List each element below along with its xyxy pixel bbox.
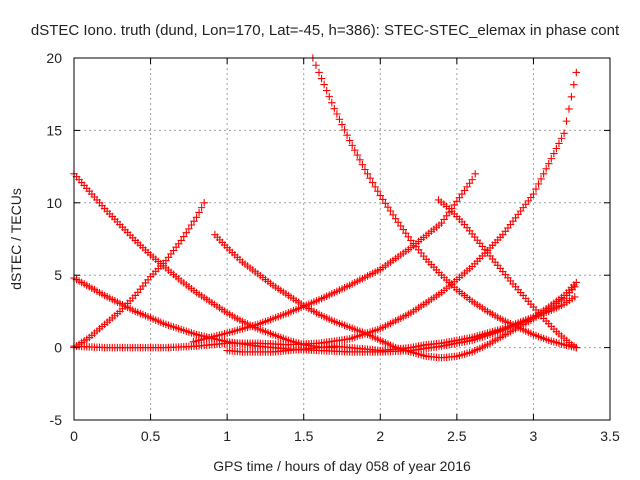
data-point [567, 93, 576, 101]
y-tick-label: 0 [54, 340, 62, 356]
data-point [572, 278, 581, 287]
data-point [534, 180, 543, 188]
x-tick-label: 3.5 [600, 428, 620, 444]
data-point [571, 283, 579, 291]
data-point [343, 131, 351, 139]
data-point [328, 98, 336, 107]
data-point [356, 156, 364, 164]
plot-frame [73, 57, 611, 421]
data-marks [70, 54, 581, 362]
data-point [570, 80, 578, 89]
series-9 [434, 196, 581, 352]
data-point [180, 232, 188, 241]
data-point [371, 183, 379, 191]
data-point [197, 203, 206, 212]
y-tick-label: -5 [50, 412, 63, 428]
data-point [368, 178, 377, 187]
grid [74, 58, 610, 420]
data-point [366, 174, 374, 182]
data-point [379, 195, 387, 204]
y-tick-label: 20 [46, 50, 62, 66]
data-point [547, 154, 556, 163]
data-point [539, 170, 548, 178]
data-point [557, 134, 566, 143]
data-point [338, 120, 346, 129]
data-point [353, 151, 362, 159]
x-tick-label: 1 [223, 428, 231, 444]
data-point [322, 86, 331, 95]
data-point [333, 110, 341, 118]
data-point [373, 187, 382, 195]
data-point [571, 293, 579, 301]
data-point [565, 105, 573, 113]
data-point [192, 213, 201, 222]
data-point [195, 208, 203, 217]
data-point [185, 225, 193, 233]
axis-ticks: 0 0.5 1 1.5 2 2.5 3 3.5 -5 0 5 10 15 20 [46, 50, 620, 444]
x-tick-label: 2.5 [447, 428, 467, 444]
series-7 [223, 293, 579, 356]
data-point [389, 211, 397, 219]
data-point [182, 228, 191, 237]
data-point [542, 165, 550, 173]
data-point [363, 170, 372, 178]
data-point [562, 117, 571, 125]
data-point [315, 68, 323, 77]
data-point [340, 126, 349, 134]
data-point [381, 199, 390, 208]
x-tick-label: 0.5 [141, 428, 161, 444]
y-tick-label: 15 [46, 122, 62, 138]
data-point [317, 74, 326, 83]
x-tick-label: 0 [70, 428, 78, 444]
data-point [376, 191, 385, 200]
data-point [330, 104, 339, 113]
x-tick-label: 1.5 [294, 428, 314, 444]
y-axis-label: dSTEC / TECUs [8, 188, 24, 290]
series-6 [211, 230, 579, 362]
data-point [532, 185, 540, 193]
data-point [325, 92, 333, 101]
data-point [190, 217, 198, 225]
data-point [544, 159, 553, 168]
data-point [351, 146, 359, 154]
data-point [187, 221, 196, 229]
data-point [572, 343, 581, 352]
data-point [361, 165, 369, 174]
data-point [384, 203, 392, 211]
y-tick-label: 10 [46, 195, 62, 211]
data-point [468, 175, 476, 184]
x-axis-label: GPS time / hours of day 058 of year 2016 [213, 458, 471, 474]
data-point [572, 68, 581, 77]
data-point [335, 115, 344, 124]
data-point [537, 175, 545, 183]
data-point [200, 199, 208, 207]
data-point [471, 170, 479, 178]
x-tick-label: 3 [530, 428, 538, 444]
data-point [320, 80, 328, 89]
data-point [550, 149, 558, 158]
data-point [177, 236, 185, 245]
data-point [386, 207, 395, 215]
data-point [529, 190, 538, 198]
x-tick-label: 2 [376, 428, 384, 444]
data-point [555, 139, 563, 148]
data-point [552, 144, 561, 153]
data-point [560, 129, 568, 138]
data-point [358, 160, 367, 169]
data-point [348, 141, 356, 150]
data-point [345, 136, 354, 145]
y-tick-label: 5 [54, 267, 62, 283]
data-point [312, 61, 320, 69]
chart-title: dSTEC Iono. truth (dund, Lon=170, Lat=-4… [31, 22, 620, 39]
